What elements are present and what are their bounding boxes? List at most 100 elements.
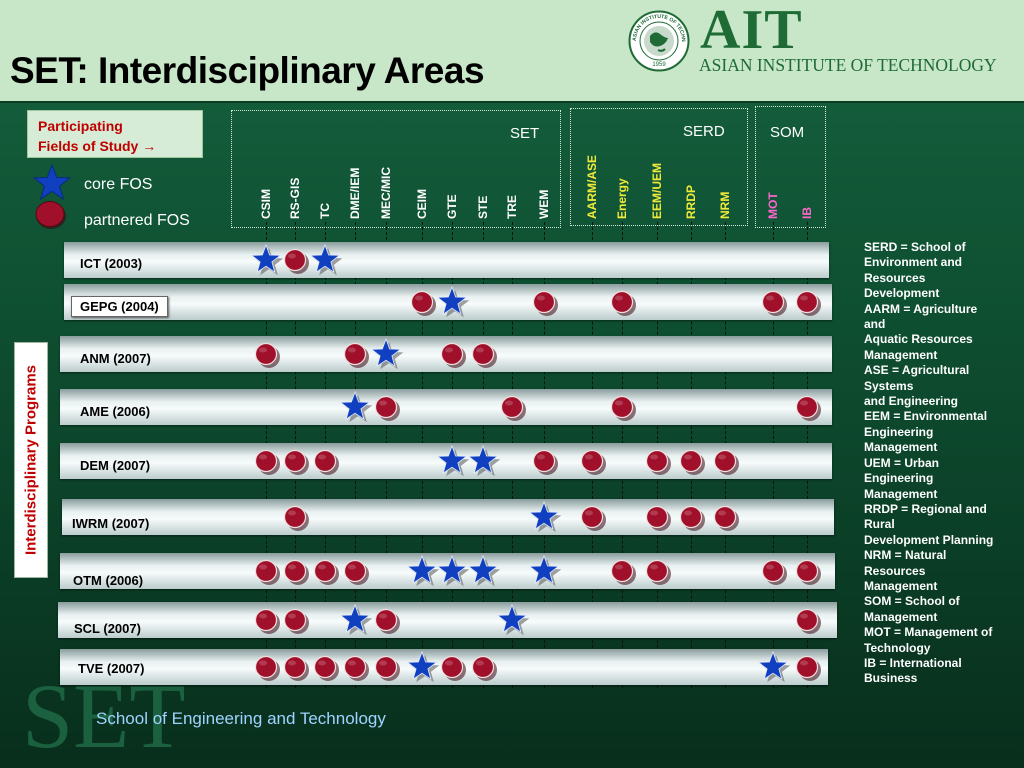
partnered-fos-dot-icon bbox=[283, 505, 309, 531]
program-label: ICT (2003) bbox=[80, 256, 143, 271]
core-fos-star-icon bbox=[436, 555, 470, 587]
som-group-box bbox=[755, 106, 826, 228]
abbreviation-line: Technology bbox=[864, 640, 931, 655]
program-bar bbox=[62, 499, 834, 535]
abbreviation-line: Resources bbox=[864, 563, 926, 578]
core-fos-star-icon bbox=[757, 651, 791, 683]
abbreviation-line: Environment and bbox=[864, 255, 963, 270]
column-label-ste: STE bbox=[476, 195, 490, 219]
program-label: OTM (2006) bbox=[73, 573, 144, 588]
header-band bbox=[0, 0, 1024, 101]
abbreviation-line: Management bbox=[864, 486, 938, 501]
program-label: TVE (2007) bbox=[78, 661, 145, 676]
program-bar bbox=[60, 389, 832, 425]
partnered-fos-dot-icon bbox=[645, 505, 671, 531]
column-label-energy: Energy bbox=[615, 178, 629, 219]
partnered-fos-dot-icon bbox=[713, 449, 739, 475]
partnered-fos-dot-icon bbox=[254, 449, 280, 475]
set-group-box bbox=[231, 110, 561, 228]
partnered-fos-dot-icon bbox=[343, 559, 369, 585]
core-fos-star-icon bbox=[339, 604, 373, 636]
column-label-nrm: NRM bbox=[718, 191, 732, 219]
abbreviation-line: ASE = Agricultural bbox=[864, 363, 970, 378]
partnered-fos-dot-icon bbox=[254, 342, 280, 368]
abbreviation-line: Aquatic Resources bbox=[864, 332, 973, 347]
abbreviation-line: MOT = Management of bbox=[864, 625, 993, 640]
partnered-fos-dot-icon bbox=[761, 559, 787, 585]
abbreviation-line: UEM = Urban bbox=[864, 455, 940, 470]
serd-group-box bbox=[570, 108, 748, 226]
partnered-fos-dot-icon bbox=[679, 449, 705, 475]
abbreviation-line: and Engineering bbox=[864, 394, 959, 409]
program-label: AME (2006) bbox=[80, 404, 151, 419]
partnered-fos-dot-icon bbox=[795, 395, 821, 421]
partnered-fos-dot-icon bbox=[283, 449, 309, 475]
seal-year: 1959 bbox=[652, 62, 666, 68]
abbreviation-line: SERD = School of bbox=[864, 240, 966, 254]
header-divider bbox=[0, 101, 1024, 103]
column-label-eem-uem: EEM/UEM bbox=[650, 162, 664, 219]
footer-school-name: School of Engineering and Technology bbox=[96, 709, 386, 728]
abbreviation-line: IB = International bbox=[864, 655, 962, 670]
group-title-som: SOM bbox=[770, 124, 805, 141]
ait-logo-subtitle: ASIAN INSTITUTE OF TECHNOLOGY bbox=[699, 55, 997, 75]
abbreviation-line: SOM = School of bbox=[864, 594, 960, 609]
abbreviation-line: Development Planning bbox=[864, 532, 994, 547]
partnered-fos-dot-icon bbox=[283, 248, 309, 274]
column-label-rrdp: RRDP bbox=[684, 184, 698, 219]
column-label-ceim: CEIM bbox=[415, 189, 429, 219]
partnered-fos-dot-icon bbox=[343, 342, 369, 368]
interdisciplinary-programs-box bbox=[14, 342, 48, 578]
partnered-fos-dot-icon bbox=[679, 505, 705, 531]
partnered-fos-dot-icon bbox=[440, 655, 466, 681]
core-fos-star-icon bbox=[309, 244, 343, 276]
partnered-fos-dot-icon bbox=[580, 449, 606, 475]
participating-fos-box: Participating Fields of Study → bbox=[27, 110, 203, 158]
abbreviation-line: Development bbox=[864, 286, 940, 301]
abbreviations-legend: SERD = School of Environment and Resources… bbox=[864, 240, 1014, 687]
partnered-fos-dot-icon bbox=[313, 559, 339, 585]
interdisciplinary-programs-label: Interdisciplinary Programs bbox=[22, 364, 40, 556]
abbreviation-line: Management bbox=[864, 609, 938, 624]
program-bar bbox=[64, 242, 829, 278]
abbreviation-line: Resources bbox=[864, 270, 926, 285]
partnered-fos-dot-icon bbox=[713, 505, 739, 531]
ait-seal-logo: ASIAN INSTITUTE OF TECHNOLOGY 1959 bbox=[628, 10, 690, 72]
program-label: IWRM (2007) bbox=[72, 516, 150, 531]
column-label-gte: GTE bbox=[445, 194, 459, 219]
core-fos-star-icon bbox=[467, 445, 501, 477]
program-label: GEPG (2004) bbox=[71, 296, 168, 317]
legend-core-label: core FOS bbox=[84, 176, 153, 193]
fields-of-study-label: Fields of Study → bbox=[38, 138, 157, 154]
partnered-fos-dot-icon bbox=[795, 559, 821, 585]
partnered-fos-dot-icon bbox=[645, 559, 671, 585]
column-label-ib: IB bbox=[800, 207, 814, 219]
partnered-fos-dot-icon bbox=[440, 342, 466, 368]
partnered-fos-dot-icon bbox=[795, 655, 821, 681]
set-watermark: SET bbox=[22, 665, 186, 767]
core-fos-star-icon bbox=[496, 604, 530, 636]
abbreviation-line: Engineering bbox=[864, 424, 934, 439]
column-label-rs-gis: RS-GIS bbox=[288, 177, 302, 219]
partnered-fos-dot-icon bbox=[610, 395, 636, 421]
core-fos-star-icon bbox=[370, 338, 404, 370]
partnered-fos-dot-icon bbox=[313, 449, 339, 475]
core-fos-star-icon bbox=[467, 555, 501, 587]
core-fos-star-icon bbox=[436, 286, 470, 318]
partnered-fos-dot-icon bbox=[532, 449, 558, 475]
partnered-fos-dot-icon bbox=[532, 290, 558, 316]
partnered-fos-dot-icon bbox=[374, 608, 400, 634]
column-label-aarm-ase: AARM/ASE bbox=[585, 154, 599, 219]
partnered-fos-dot-icon bbox=[313, 655, 339, 681]
partnered-fos-dot-icon bbox=[374, 395, 400, 421]
partnered-fos-dot-icon bbox=[410, 290, 436, 316]
abbreviation-line: Rural bbox=[864, 517, 895, 532]
legend-dot-icon bbox=[35, 201, 66, 229]
abbreviation-line: Management bbox=[864, 440, 938, 455]
abbreviation-line: Business bbox=[864, 671, 918, 686]
abbreviation-line: RRDP = Regional and bbox=[864, 501, 987, 516]
partnered-fos-dot-icon bbox=[610, 559, 636, 585]
legend-star-icon bbox=[32, 164, 72, 200]
column-label-tc: TC bbox=[318, 203, 332, 219]
